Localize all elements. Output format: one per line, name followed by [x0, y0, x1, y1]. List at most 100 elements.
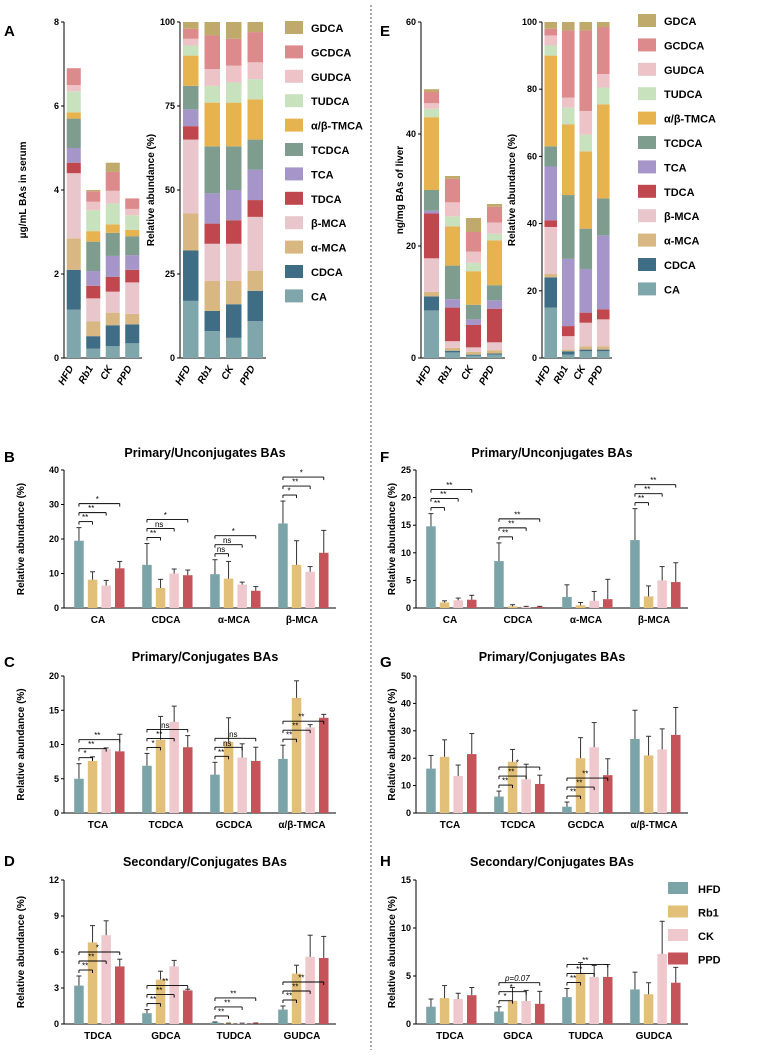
- chart-a1-ytick-label: 6: [54, 101, 59, 111]
- sig-label: **: [440, 490, 446, 499]
- bar-c-tcdca-ppd: [183, 747, 193, 813]
- legend-label-gcdca: GCDCA: [664, 40, 704, 52]
- bar-e1-ppd-gudca: [486, 222, 503, 234]
- chart-g: Primary/Conjugates BAs 0 10 20 30 40 50Relativ…: [387, 650, 688, 831]
- bar-a1-hfd-ca: [66, 309, 81, 358]
- bar-e1-hfd-gudca: [423, 103, 440, 109]
- legend-label-a-mca: α-MCA: [311, 243, 347, 255]
- xtick-label-b-mca: β-MCA: [286, 615, 318, 626]
- legend-label-cdca: CDCA: [664, 260, 696, 272]
- bar-e2-hfd-ab-tmca: [544, 55, 558, 147]
- chart-a2: 0 25 50 75 100 Relative abundance (%) HFD Rb1 CK…: [146, 17, 266, 387]
- xtick-label-tca: TCA: [88, 820, 109, 831]
- bar-h-gdca-rb1: [507, 1000, 518, 1024]
- bar-e1-hfd-tcdca: [423, 190, 440, 211]
- chart-d-ytick-label: 0: [54, 1019, 59, 1029]
- chart-c-ytick-label: 20: [49, 671, 59, 681]
- bar-a1-rb1-gcdca: [86, 191, 101, 202]
- bar-c-tca-rb1: [87, 760, 98, 813]
- bar-a2-rb1-gdca: [204, 22, 220, 36]
- bar-e1-ck-tudca: [465, 262, 482, 272]
- bar-e1-ppd-tdca: [486, 308, 503, 343]
- legend-label-b-mca: β-MCA: [664, 211, 699, 223]
- bar-a2-hfd-tudca: [183, 45, 199, 56]
- legend-swatch-gudca: [638, 62, 656, 76]
- chart-b-ytick-label: 20: [49, 534, 59, 544]
- bar-f-ca-rb1: [439, 602, 450, 608]
- bar-e1-ppd-tca: [486, 300, 503, 309]
- xtick-label-ab-tmca: α/β-TMCA: [278, 820, 325, 831]
- xtick-label-hfd: HFD: [534, 364, 554, 387]
- bar-h-tdca-rb1: [439, 998, 450, 1024]
- bar-e2-rb1-tudca: [561, 107, 575, 125]
- bar-d-tudca-hfd: [210, 1022, 220, 1024]
- xtick-label-tudca: TUDCA: [217, 1031, 252, 1042]
- bar-e2-rb1-a-mca: [561, 349, 575, 352]
- chart-e1-ytick-label: 20: [406, 241, 416, 251]
- chart-b: Primary/Unconjugates BAs 0 10 20 30 40 Relativ…: [16, 446, 336, 626]
- bar-e2-rb1-gcdca: [561, 30, 575, 98]
- legend-swatch-gdca: [638, 14, 656, 27]
- bar-e2-hfd-gudca: [544, 35, 558, 46]
- bar-a1-ck-ca: [105, 346, 120, 358]
- bar-e1-ck-gcdca: [465, 232, 482, 252]
- bar-e1-hfd-cdca: [423, 296, 440, 311]
- bar-a1-ck-tca: [105, 255, 120, 277]
- bar-e1-hfd-gcdca: [423, 92, 440, 104]
- legend-label-tudca: TUDCA: [311, 96, 350, 108]
- chart-f-ytick-label: 20: [401, 493, 411, 503]
- bar-e2-hfd-ca: [544, 307, 558, 358]
- bar-e1-ppd-a-mca: [486, 350, 503, 354]
- bar-h-gudca-ck: [657, 953, 667, 1024]
- bar-e2-rb1-cdca: [561, 351, 575, 355]
- chart-h-ytick-label: 0: [406, 1019, 411, 1029]
- legends-layer: GDCAGCDCAGUDCATUDCAα/β-TMCATCDCATCATDCAβ…: [285, 14, 721, 967]
- bar-b-b-mca-hfd: [278, 523, 288, 608]
- bar-g-gcdca-hfd: [562, 806, 572, 813]
- legend-label-gdca: GDCA: [311, 23, 343, 35]
- bar-a2-rb1-cdca: [204, 310, 220, 332]
- chart-e2-ytick-label: 100: [522, 17, 537, 27]
- sig-label: *: [516, 759, 519, 768]
- sig-label: ns: [229, 730, 237, 739]
- bar-f-b-mca-rb1: [643, 596, 654, 608]
- bar-a2-ppd-tdca: [247, 200, 263, 217]
- bar-e2-ppd-gdca: [596, 22, 610, 28]
- bar-c-ab-tmca-ck: [305, 727, 315, 813]
- bar-a1-rb1-tudca: [86, 210, 101, 232]
- chart-e2-ylabel: Relative abundance (%): [507, 134, 518, 246]
- bar-e2-rb1-ab-tmca: [561, 124, 575, 196]
- xtick-label-tca: TCA: [440, 820, 461, 831]
- bar-e1-rb1-a-mca: [444, 347, 461, 351]
- bar-b-ca-hfd: [74, 540, 84, 608]
- bar-a2-hfd-cdca: [183, 250, 199, 301]
- chart-h-title: Secondary/Conjugates BAs: [470, 855, 634, 869]
- bar-e2-ppd-gcdca: [596, 27, 610, 75]
- sig-label: *: [164, 511, 167, 520]
- sig-label: **: [292, 478, 298, 487]
- bar-e1-ck-b-mca: [465, 347, 482, 352]
- bar-a2-ck-ca: [226, 337, 242, 358]
- xtick-label-ca: CA: [91, 615, 105, 626]
- bar-g-tca-rb1: [439, 756, 450, 813]
- xtick-label-gcdca: GCDCA: [216, 820, 253, 831]
- bar-d-tdca-ppd: [115, 966, 125, 1024]
- bar-e2-hfd-tudca: [544, 45, 558, 56]
- chart-a1-ytick-label: 4: [54, 185, 59, 195]
- chart-b-ytick-label: 10: [49, 569, 59, 579]
- xtick-label-ppd: PPD: [477, 364, 497, 387]
- bar-e1-ck-a-mca: [465, 351, 482, 355]
- legend-label-tcdca: TCDCA: [311, 145, 350, 157]
- bar-e1-rb1-ca: [444, 352, 461, 358]
- bar-a1-ppd-tca: [125, 255, 140, 270]
- legend-label-tudca: TUDCA: [664, 89, 703, 101]
- bar-e2-ck-cdca: [579, 349, 593, 352]
- bar-e1-hfd-tca: [423, 210, 440, 214]
- bar-e1-ck-tcdca: [465, 304, 482, 320]
- bar-a2-ck-cdca: [226, 304, 242, 338]
- legend-swatch-tudca: [638, 87, 656, 101]
- bar-a2-hfd-ca: [183, 300, 199, 358]
- bar-a1-rb1-tca: [86, 271, 101, 286]
- bar-e2-ck-ab-tmca: [579, 151, 593, 229]
